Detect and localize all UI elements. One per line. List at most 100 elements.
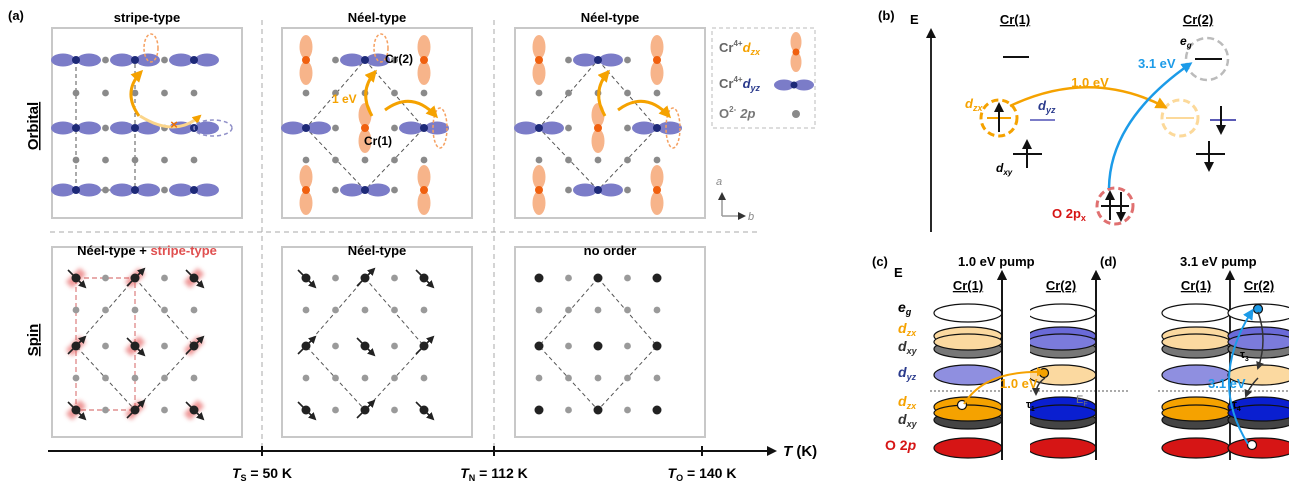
c-dyz-label: dyz xyxy=(898,364,917,382)
hop-source-dashed xyxy=(143,33,159,63)
axis-a-label: a xyxy=(716,176,722,188)
cr-spin-site xyxy=(593,273,603,283)
c-dxy-label-lower: dxy xyxy=(898,411,918,429)
tick-label-to: TO = 140 K xyxy=(668,465,737,483)
b-dzx-circle-cr1 xyxy=(979,98,1019,138)
cr-spin-site xyxy=(419,405,429,415)
oxygen-site xyxy=(131,306,139,314)
frame-spin-neel xyxy=(281,246,473,438)
temperature-axis-label: T (K) xyxy=(783,443,817,460)
c-cr2-label: Cr(2) xyxy=(1046,278,1076,293)
d-3ev-label: 3.1 eV xyxy=(1208,376,1246,391)
dyz-lobe xyxy=(632,121,656,135)
legend-dyz-dot xyxy=(790,81,798,89)
band-dzx-up-overlay-cr1 xyxy=(933,333,1003,351)
cr-site-dyz xyxy=(594,186,602,194)
spin-lattice-no-order xyxy=(534,273,662,415)
d-tau4-label: τ4 xyxy=(1232,399,1241,413)
spin-title-mixed-main: Néel-type + xyxy=(77,243,150,258)
oxygen-site xyxy=(332,406,339,414)
legend-dyz-label: Cr4+dyz xyxy=(719,75,761,93)
oxygen-site xyxy=(420,89,428,97)
label-cr1: Cr(1) xyxy=(364,134,392,148)
oxygen-site xyxy=(131,374,139,382)
c-tau1-label: τ1 xyxy=(1026,399,1035,413)
cr-spin-site xyxy=(534,405,544,415)
hop-arrow-right xyxy=(384,99,439,119)
oxygen-site xyxy=(565,56,572,64)
oxygen-site xyxy=(594,156,602,164)
oxygen-site xyxy=(565,186,572,194)
hop-arrow-up-2 xyxy=(597,69,610,117)
b-o2p-circle xyxy=(1095,186,1135,226)
cr-site-dyz xyxy=(653,124,661,132)
cr-site-dyz xyxy=(361,56,369,64)
cr-site-dzx xyxy=(302,56,310,64)
b-1ev-label: 1.0 eV xyxy=(1071,75,1109,90)
oxygen-site xyxy=(565,342,572,350)
cr-spin-site xyxy=(652,273,662,283)
c-dzx-label-upper: dzx xyxy=(898,320,917,338)
oxygen-site xyxy=(653,89,661,97)
panel-a-label: (a) xyxy=(8,8,24,23)
oxygen-site xyxy=(624,56,631,64)
d-tau3-label: τ3 xyxy=(1240,349,1249,363)
dzx-lobe xyxy=(417,61,431,85)
oxygen-site xyxy=(420,374,428,382)
dyz-lobe xyxy=(51,53,75,67)
b-dzx-label: dzx xyxy=(965,96,983,113)
band-o2p-cr1 xyxy=(933,437,1003,459)
spin-title-no-order: no order xyxy=(584,243,637,258)
b-dzx-circle-cr2 xyxy=(1160,98,1200,138)
d-cr2-label: Cr(2) xyxy=(1244,278,1274,293)
oxygen-site xyxy=(361,306,369,314)
hop-arrow-up xyxy=(364,69,377,117)
cr-spin-site xyxy=(419,341,429,351)
dzx-lobe xyxy=(532,191,546,215)
oxygen-site xyxy=(391,89,398,97)
dzx-lobe xyxy=(532,61,546,85)
oxygen-site xyxy=(391,342,398,350)
target-dashed-2 xyxy=(665,107,681,149)
tick-label-tn: TN = 112 K xyxy=(460,465,528,483)
oxygen-site xyxy=(565,156,572,164)
panel-b: (b) E Cr(1) Cr(2) eg dzx dyz dxy O 2px 1… xyxy=(878,8,1236,232)
b-3ev-arrow xyxy=(1107,62,1193,189)
cr-site-dyz xyxy=(361,186,369,194)
legend-icons xyxy=(774,32,814,118)
energy-axis-b-label: E xyxy=(910,12,919,27)
spin-title-neel: Néel-type xyxy=(348,243,407,258)
dzx-lobe xyxy=(650,165,664,189)
dyz-lobe xyxy=(573,183,597,197)
spin-lattice-neel xyxy=(297,267,435,421)
dzx-lobe xyxy=(358,129,372,153)
b-1ev-arrow xyxy=(1009,86,1168,109)
cr-spin-site xyxy=(593,341,603,351)
orbital-title-neel-1: Néel-type xyxy=(348,10,407,25)
oxygen-site xyxy=(102,274,109,282)
cr-site-dzx xyxy=(302,186,310,194)
cr2-dashed xyxy=(373,33,389,63)
dzx-lobe xyxy=(299,165,313,189)
b-3ev-label: 3.1 eV xyxy=(1138,56,1176,71)
oxygen-site xyxy=(302,306,310,314)
spin-title-mixed: Néel-type + stripe-type xyxy=(77,243,217,258)
orbital-lattice-neel-1 xyxy=(281,35,449,215)
band-dzx-low-overlay-cr1 xyxy=(933,404,1003,422)
oxygen-site xyxy=(161,306,168,314)
cr-site-dyz xyxy=(131,124,139,132)
temperature-axis: T (K) TS = 50 K TN = 112 K TO = 140 K xyxy=(48,443,817,483)
orbital-title-stripe: stripe-type xyxy=(114,10,180,25)
cr-spin-site xyxy=(652,341,662,351)
row-label-orbital: Orbital xyxy=(25,102,42,150)
oxygen-site xyxy=(391,156,398,164)
hop-arrow-right-2 xyxy=(617,99,672,119)
c-eg-label: eg xyxy=(898,299,912,317)
cr-site-dyz xyxy=(535,124,543,132)
legend-dzx-dot xyxy=(792,48,800,56)
oxygen-site xyxy=(624,186,631,194)
cr-site-dyz xyxy=(190,186,198,194)
cr-site-dzx xyxy=(653,186,661,194)
cr-spin-site xyxy=(301,341,311,351)
